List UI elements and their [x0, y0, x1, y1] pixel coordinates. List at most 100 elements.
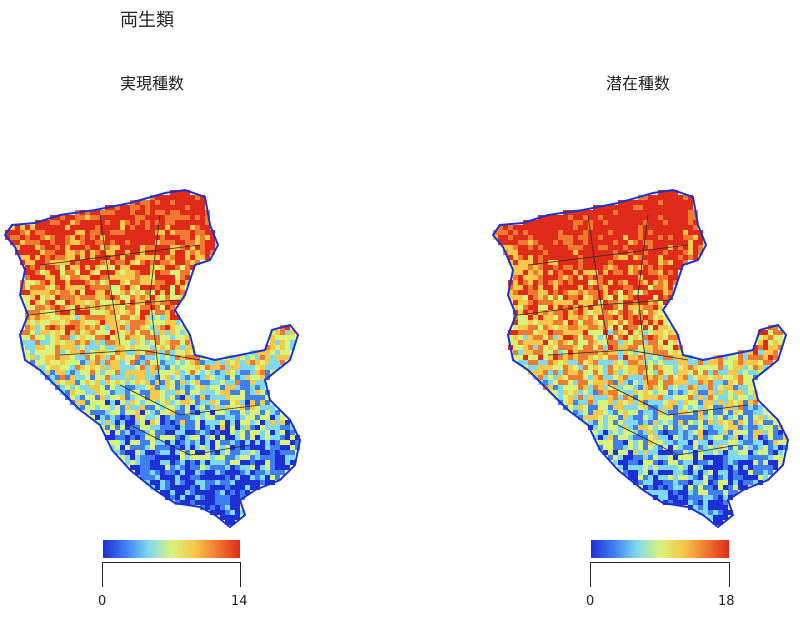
map-cell — [723, 400, 728, 405]
map-cell — [688, 435, 693, 440]
map-cell — [165, 300, 170, 305]
map-cell — [583, 320, 588, 325]
map-cell — [215, 435, 220, 440]
map-cell — [528, 225, 533, 230]
map-cell — [275, 340, 280, 345]
map-cell — [255, 395, 260, 400]
map-cell — [120, 385, 125, 390]
map-cell — [758, 345, 763, 350]
map-cell — [165, 380, 170, 385]
map-cell — [528, 250, 533, 255]
map-cell — [508, 235, 513, 240]
map-cell — [100, 340, 105, 345]
map-cell — [125, 345, 130, 350]
map-cell — [718, 440, 723, 445]
map-cell — [140, 270, 145, 275]
map-cell — [235, 400, 240, 405]
map-cell — [85, 310, 90, 315]
map-cell — [150, 355, 155, 360]
map-cell — [65, 345, 70, 350]
map-cell — [120, 440, 125, 445]
map-cell — [678, 200, 683, 205]
map-cell — [185, 205, 190, 210]
map-cell — [663, 315, 668, 320]
map-cell — [105, 365, 110, 370]
map-cell — [603, 215, 608, 220]
map-cell — [613, 420, 618, 425]
map-cell — [628, 295, 633, 300]
map-cell — [728, 375, 733, 380]
map-cell — [105, 355, 110, 360]
map-cell — [285, 465, 290, 470]
map-cell — [270, 405, 275, 410]
map-cell — [220, 405, 225, 410]
map-cell — [723, 385, 728, 390]
map-cell — [195, 400, 200, 405]
map-cell — [80, 265, 85, 270]
map-cell — [150, 250, 155, 255]
map-cell — [50, 280, 55, 285]
map-cell — [130, 465, 135, 470]
map-cell — [125, 395, 130, 400]
map-cell — [35, 335, 40, 340]
map-cell — [140, 410, 145, 415]
map-cell — [548, 275, 553, 280]
map-cell — [593, 220, 598, 225]
map-cell — [75, 240, 80, 245]
map-cell — [45, 235, 50, 240]
map-cell — [65, 215, 70, 220]
map-cell — [170, 310, 175, 315]
map-cell — [170, 370, 175, 375]
map-cell — [25, 350, 30, 355]
map-cell — [155, 430, 160, 435]
map-cell — [598, 230, 603, 235]
map-cell — [713, 500, 718, 505]
map-cell — [693, 230, 698, 235]
map-cell — [265, 455, 270, 460]
map-cell — [100, 370, 105, 375]
map-cell — [733, 405, 738, 410]
map-cell — [658, 440, 663, 445]
map-cell — [40, 245, 45, 250]
map-cell — [25, 275, 30, 280]
map-cell — [743, 395, 748, 400]
map-cell — [150, 470, 155, 475]
map-cell — [773, 420, 778, 425]
map-cell — [668, 380, 673, 385]
map-cell — [25, 225, 30, 230]
map-cell — [763, 455, 768, 460]
map-cell — [753, 455, 758, 460]
map-cell — [588, 275, 593, 280]
map-cell — [140, 390, 145, 395]
map-cell — [623, 265, 628, 270]
map-cell — [563, 400, 568, 405]
map-cell — [608, 345, 613, 350]
map-cell — [558, 215, 563, 220]
map-cell — [195, 440, 200, 445]
map-cell — [105, 320, 110, 325]
map-cell — [270, 335, 275, 340]
map-cell — [653, 335, 658, 340]
map-cell — [728, 460, 733, 465]
map-cell — [638, 445, 643, 450]
map-cell — [678, 210, 683, 215]
map-cell — [658, 305, 663, 310]
map-cell — [648, 415, 653, 420]
map-cell — [80, 220, 85, 225]
map-cell — [523, 260, 528, 265]
map-cell — [30, 225, 35, 230]
map-cell — [80, 285, 85, 290]
map-cell — [120, 340, 125, 345]
map-cell — [633, 320, 638, 325]
map-cell — [290, 330, 295, 335]
map-cell — [100, 425, 105, 430]
map-cell — [230, 500, 235, 505]
map-cell — [603, 445, 608, 450]
map-cell — [65, 290, 70, 295]
colorbar-axis-potential — [590, 562, 730, 587]
map-cell — [75, 265, 80, 270]
map-cell — [210, 510, 215, 515]
map-cell — [738, 365, 743, 370]
map-cell — [683, 375, 688, 380]
map-cell — [693, 480, 698, 485]
